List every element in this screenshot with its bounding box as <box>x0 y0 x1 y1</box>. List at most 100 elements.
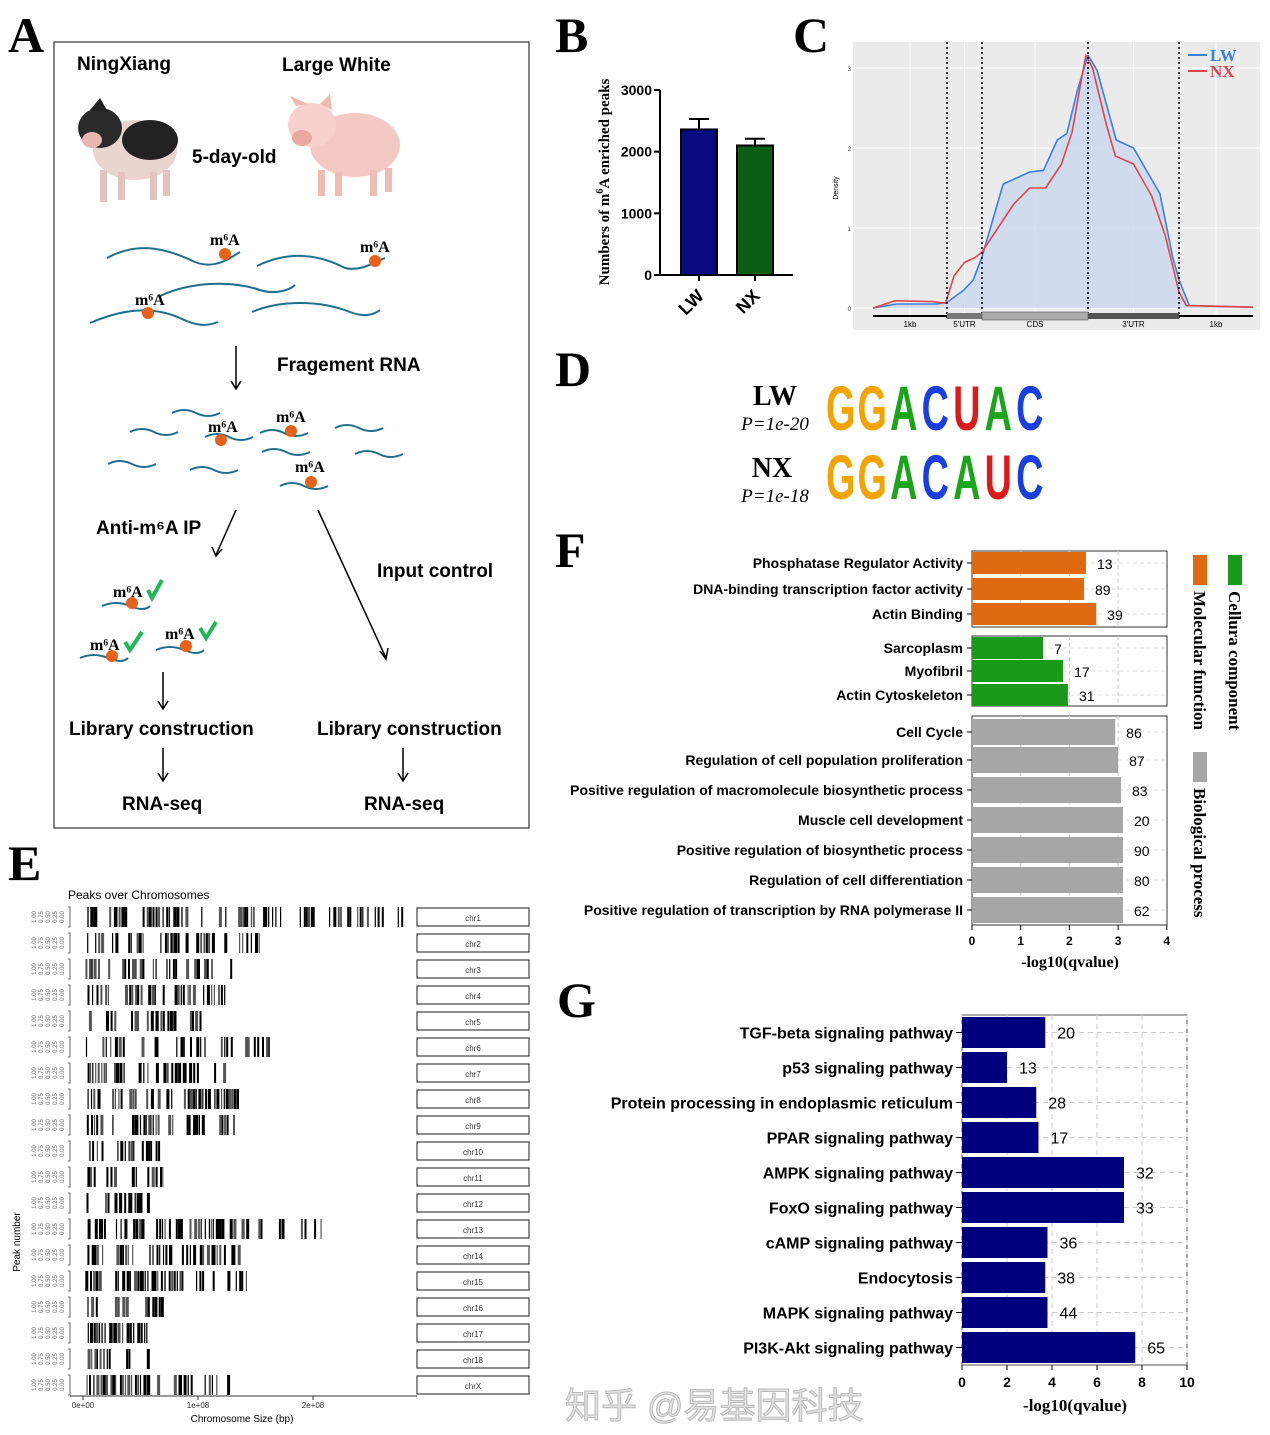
y-tick-label: 0.75 <box>39 1197 45 1209</box>
m6a-label: m⁶A <box>295 459 325 476</box>
peak-bar <box>211 959 213 979</box>
logo-letter: G <box>826 374 855 444</box>
x-tick-label: 0 <box>958 1374 966 1390</box>
bar <box>972 603 1097 625</box>
y-tick-label: 1.00 <box>32 1067 38 1079</box>
peak-bar <box>86 1375 88 1395</box>
peak-bar <box>90 1323 93 1343</box>
chromosome-label-chr2: chr2 <box>465 940 481 949</box>
peak-bar <box>113 907 117 927</box>
peak-bar <box>226 933 228 953</box>
peak-bar <box>230 959 233 979</box>
peak-bar <box>103 1063 106 1083</box>
peak-bar <box>233 1219 237 1239</box>
legend-swatch <box>1193 555 1207 585</box>
peak-bar <box>174 985 178 1005</box>
logo-letter: A <box>890 443 917 513</box>
peak-bar <box>137 985 140 1005</box>
chromosome-label-box <box>416 1089 530 1109</box>
peak-bar <box>119 1063 123 1083</box>
chromosome-label-box <box>416 1297 530 1317</box>
peak-bar <box>359 907 362 927</box>
antibody-icon <box>123 630 144 654</box>
peak-bar <box>126 1271 130 1291</box>
peak-bar <box>231 1245 235 1265</box>
x-tick-label: 1 <box>1017 934 1024 948</box>
peak-bar <box>87 1245 90 1265</box>
peak-bar <box>94 1349 98 1369</box>
peak-bar <box>226 1115 229 1135</box>
peak-bar <box>95 907 98 927</box>
y-tick-label: 0.75 <box>39 1275 45 1287</box>
peak-bar <box>268 1037 270 1057</box>
peak-bar <box>89 1063 92 1083</box>
chromosome-label-box <box>416 1219 530 1239</box>
peak-bar <box>91 1245 95 1265</box>
peak-bar <box>115 1375 117 1395</box>
panel-e-peaks-over-chromosomes: Peaks over Chromosomes0.000.250.500.751.… <box>12 888 530 1425</box>
peak-bar <box>167 1011 170 1031</box>
peak-bar <box>124 959 127 979</box>
m6a-site-dot <box>106 650 118 662</box>
peak-bar <box>87 1349 91 1369</box>
peak-bar <box>213 1245 216 1265</box>
peak-bar <box>102 1245 104 1265</box>
peak-bar <box>97 1089 101 1109</box>
peak-bar <box>193 1245 197 1265</box>
peak-bar <box>152 1245 154 1265</box>
x-tick-label: 2e+08 <box>302 1401 325 1410</box>
panel-letter-e: E <box>8 835 41 891</box>
y-tick-label: 0.50 <box>46 1353 52 1365</box>
peak-bar <box>147 1271 149 1291</box>
peak-bar <box>124 1375 127 1395</box>
peak-bar <box>112 1089 115 1109</box>
peak-bar <box>87 1297 89 1317</box>
chromosome-label-box <box>416 1011 530 1031</box>
cds-box <box>981 311 1089 321</box>
x-tick-label: LW <box>675 286 708 319</box>
peak-bar <box>178 1375 182 1395</box>
legend-label: Molecular function <box>1190 591 1209 731</box>
bar <box>962 1192 1124 1223</box>
peak-bar <box>155 1115 157 1135</box>
peak-bar <box>93 1323 96 1343</box>
peak-bar <box>200 1089 202 1109</box>
peak-bar <box>175 959 178 979</box>
peak-bar <box>182 1271 184 1291</box>
peak-bar <box>110 1011 113 1031</box>
arrow-ip <box>215 509 237 556</box>
peak-bar <box>180 1375 182 1395</box>
peak-bar <box>142 933 144 953</box>
count-label: 33 <box>1136 1201 1154 1218</box>
peak-bar <box>239 933 241 953</box>
y-tick-label: 0.00 <box>60 1327 66 1339</box>
peak-bar <box>110 1037 112 1057</box>
peak-bar <box>150 1011 154 1031</box>
peak-bar <box>242 907 246 927</box>
y-tick-label: 0.00 <box>60 1093 66 1105</box>
y-tick-label: 0.50 <box>46 963 52 975</box>
peak-bar <box>139 1219 143 1239</box>
y-tick-label: 0.75 <box>39 1041 45 1053</box>
peak-bar <box>147 1167 150 1187</box>
y-tick-label: 0.75 <box>39 963 45 975</box>
chromosome-label-box <box>416 985 530 1005</box>
peak-bar <box>166 933 169 953</box>
peak-bar <box>96 1141 98 1161</box>
y-axis <box>68 1062 71 1084</box>
peak-bar <box>155 1063 159 1083</box>
peak-bar <box>119 1245 123 1265</box>
peak-bar <box>303 907 306 927</box>
peak-bar <box>185 933 189 953</box>
peak-bar <box>144 1323 146 1343</box>
y-tick-label: 0.00 <box>60 1015 66 1027</box>
antibody-icon <box>198 620 218 642</box>
peak-bar <box>93 959 97 979</box>
rna-fragment <box>129 428 179 436</box>
peak-bar <box>139 1193 143 1213</box>
peak-bar <box>106 1349 108 1369</box>
y-axis <box>68 984 71 1006</box>
legend-label: Biological process <box>1190 788 1209 918</box>
